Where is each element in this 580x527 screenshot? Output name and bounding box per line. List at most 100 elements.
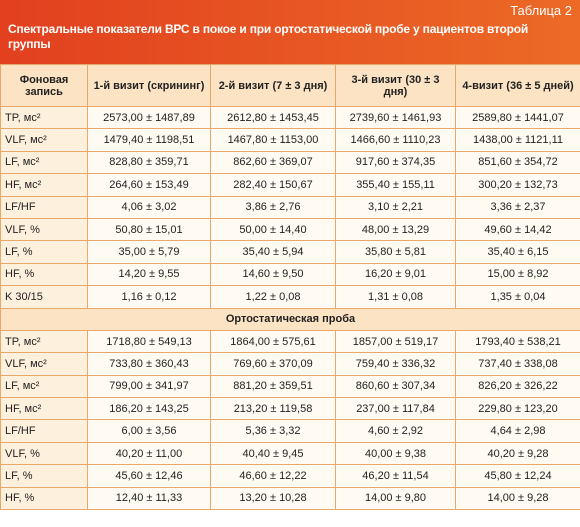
cell: 13,20 ± 10,28 — [210, 486, 336, 511]
cell: 3,36 ± 2,37 — [455, 195, 580, 219]
cell: 1,31 ± 0,08 — [335, 285, 456, 309]
table-row: K 30/15 1,16 ± 0,12 1,22 ± 0,08 1,31 ± 0,08… — [0, 285, 580, 309]
cell: 355,40 ± 155,11 — [335, 173, 456, 197]
table-row: LF, % 35,00 ± 5,79 35,40 ± 5,94 35,80 ± 5,8… — [0, 240, 580, 264]
cell: 16,20 ± 9,01 — [335, 262, 456, 287]
table-body: TP, мс² 2573,00 ± 1487,89 2612,80 ± 1453,4… — [0, 105, 580, 511]
cell: 1864,00 ± 575,61 — [210, 329, 336, 354]
cell: 237,00 ± 117,84 — [335, 397, 456, 421]
cell: 35,00 ± 5,79 — [87, 240, 211, 264]
row-label: HF, % — [0, 262, 88, 287]
row-label: VLF, % — [0, 217, 88, 242]
row-label: LF, мс² — [0, 150, 88, 175]
cell: 1467,80 ± 1153,00 — [210, 128, 336, 152]
cell: 40,40 ± 9,45 — [210, 441, 336, 466]
cell: 851,60 ± 354,72 — [455, 150, 580, 175]
row-label: TP, мс² — [0, 105, 88, 130]
cell: 14,00 ± 9,28 — [455, 486, 580, 511]
cell: 15,00 ± 8,92 — [455, 262, 580, 287]
cell: 826,20 ± 326,22 — [455, 374, 580, 399]
cell: 881,20 ± 359,51 — [210, 374, 336, 399]
column-header: Фоновая запись — [0, 64, 88, 107]
table-row: VLF, мс² 1479,40 ± 1198,51 1467,80 ± 1153,… — [0, 128, 580, 152]
cell: 3,10 ± 2,21 — [335, 195, 456, 219]
cell: 733,80 ± 360,43 — [87, 352, 211, 376]
cell: 737,40 ± 338,08 — [455, 352, 580, 376]
row-label: VLF, мс² — [0, 352, 88, 376]
cell: 14,00 ± 9,80 — [335, 486, 456, 511]
cell: 50,00 ± 14,40 — [210, 217, 336, 242]
row-label: LF, % — [0, 240, 88, 264]
cell: 4,64 ± 2,98 — [455, 419, 580, 443]
cell: 1479,40 ± 1198,51 — [87, 128, 211, 152]
cell: 3,86 ± 2,76 — [210, 195, 336, 219]
cell: 759,40 ± 336,32 — [335, 352, 456, 376]
cell: 48,00 ± 13,29 — [335, 217, 456, 242]
cell: 35,80 ± 5,81 — [335, 240, 456, 264]
cell: 46,20 ± 11,54 — [335, 464, 456, 488]
cell: 264,60 ± 153,49 — [87, 173, 211, 197]
cell: 4,60 ± 2,92 — [335, 419, 456, 443]
cell: 50,80 ± 15,01 — [87, 217, 211, 242]
row-label: HF, % — [0, 486, 88, 511]
cell: 1,16 ± 0,12 — [87, 285, 211, 309]
cell: 1793,40 ± 538,21 — [455, 329, 580, 354]
cell: 49,60 ± 14,42 — [455, 217, 580, 242]
cell: 6,00 ± 3,56 — [87, 419, 211, 443]
data-table: Фоновая запись 1-й визит (скрининг) 2-й ви… — [0, 64, 580, 511]
cell: 40,20 ± 9,28 — [455, 441, 580, 466]
table-row: VLF, мс² 733,80 ± 360,43 769,60 ± 370,09 75… — [0, 352, 580, 376]
cell: 1,22 ± 0,08 — [210, 285, 336, 309]
cell: 229,80 ± 123,20 — [455, 397, 580, 421]
table-label: Таблица 2 — [510, 3, 572, 18]
cell: 46,60 ± 12,22 — [210, 464, 336, 488]
cell: 4,06 ± 3,02 — [87, 195, 211, 219]
cell: 1718,80 ± 549,13 — [87, 329, 211, 354]
cell: 1857,00 ± 519,17 — [335, 329, 456, 354]
cell: 860,60 ± 307,34 — [335, 374, 456, 399]
table-row: HF, % 12,40 ± 11,33 13,20 ± 10,28 14,00 ± 9… — [0, 486, 580, 511]
cell: 282,40 ± 150,67 — [210, 173, 336, 197]
column-header: 1-й визит (скрининг) — [87, 64, 211, 107]
cell: 1466,60 ± 1110,23 — [335, 128, 456, 152]
cell: 5,36 ± 3,32 — [210, 419, 336, 443]
table-row: LF/HF 6,00 ± 3,56 5,36 ± 3,32 4,60 ± 2,92 4,… — [0, 419, 580, 443]
cell: 14,60 ± 9,50 — [210, 262, 336, 287]
cell: 2573,00 ± 1487,89 — [87, 105, 211, 130]
cell: 45,60 ± 12,46 — [87, 464, 211, 488]
cell: 828,80 ± 359,71 — [87, 150, 211, 175]
cell: 213,20 ± 119,58 — [210, 397, 336, 421]
cell: 862,60 ± 369,07 — [210, 150, 336, 175]
row-label: VLF, % — [0, 441, 88, 466]
cell: 45,80 ± 12,24 — [455, 464, 580, 488]
row-label: LF/HF — [0, 419, 88, 443]
section-title: Ортостатическая проба — [0, 307, 580, 331]
cell: 14,20 ± 9,55 — [87, 262, 211, 287]
column-header: 4-визит (36 ± 5 дней) — [455, 64, 580, 107]
cell: 2739,60 ± 1461,93 — [335, 105, 456, 130]
table-row: LF, мс² 828,80 ± 359,71 862,60 ± 369,07 917… — [0, 150, 580, 175]
cell: 35,40 ± 5,94 — [210, 240, 336, 264]
header-row: Фоновая запись 1-й визит (скрининг) 2-й ви… — [0, 64, 580, 107]
header-band: Таблица 2 Спектральные показатели ВРС в … — [0, 0, 580, 64]
section-row: Ортостатическая проба — [0, 307, 580, 331]
row-label: LF, мс² — [0, 374, 88, 399]
cell: 2612,80 ± 1453,45 — [210, 105, 336, 130]
table-row: LF, % 45,60 ± 12,46 46,60 ± 12,22 46,20 ± 1… — [0, 464, 580, 488]
table-row: LF, мс² 799,00 ± 341,97 881,20 ± 359,51 860… — [0, 374, 580, 399]
table-row: VLF, % 40,20 ± 11,00 40,40 ± 9,45 40,00 ± 9… — [0, 441, 580, 466]
cell: 769,60 ± 370,09 — [210, 352, 336, 376]
table-row: HF, мс² 264,60 ± 153,49 282,40 ± 150,67 355… — [0, 173, 580, 197]
column-header: 3-й визит (30 ± 3 дня) — [335, 64, 456, 107]
row-label: VLF, мс² — [0, 128, 88, 152]
column-header: 2-й визит (7 ± 3 дня) — [210, 64, 336, 107]
table-row: HF, мс² 186,20 ± 143,25 213,20 ± 119,58 237… — [0, 397, 580, 421]
row-label: K 30/15 — [0, 285, 88, 309]
table-row: LF/HF 4,06 ± 3,02 3,86 ± 2,76 3,10 ± 2,21 3,… — [0, 195, 580, 219]
cell: 1,35 ± 0,04 — [455, 285, 580, 309]
cell: 799,00 ± 341,97 — [87, 374, 211, 399]
cell: 300,20 ± 132,73 — [455, 173, 580, 197]
row-label: HF, мс² — [0, 173, 88, 197]
cell: 1438,00 ± 1121,11 — [455, 128, 580, 152]
